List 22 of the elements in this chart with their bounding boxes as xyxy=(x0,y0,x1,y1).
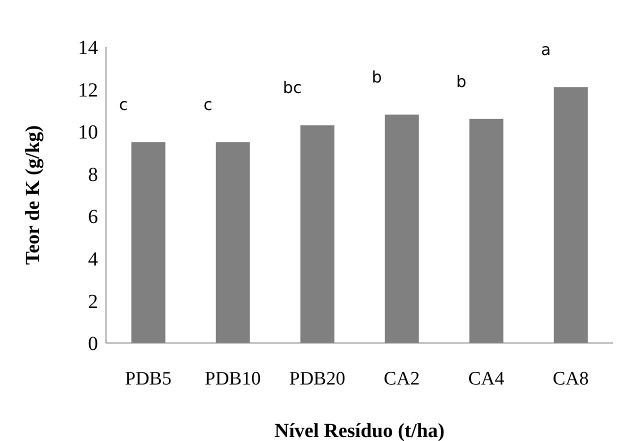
y-axis-title: Teor de K (g/kg) xyxy=(22,125,44,265)
annotation: c xyxy=(118,95,128,114)
annotation: bc xyxy=(282,78,302,98)
x-tick-label: PDB20 xyxy=(289,368,346,390)
y-tick-label: 12 xyxy=(78,79,98,102)
x-tick-label: CA4 xyxy=(468,368,505,390)
x-tick-label: CA8 xyxy=(552,368,589,390)
x-axis-title: Nível Resíduo (t/ha) xyxy=(274,420,444,441)
y-tick-label: 10 xyxy=(78,122,98,144)
annotation: b xyxy=(372,68,382,87)
y-tick-label: 14 xyxy=(78,37,98,60)
x-tick-label: CA2 xyxy=(384,368,420,390)
y-tick-label: 4 xyxy=(88,248,98,271)
y-tick-label: 8 xyxy=(88,164,98,186)
annotation: b xyxy=(456,72,466,91)
y-tick-label: 0 xyxy=(88,333,98,356)
annotation: c xyxy=(203,95,212,114)
x-tick-label: PDB10 xyxy=(204,368,261,390)
annotation: a xyxy=(540,40,551,60)
y-tick-label: 2 xyxy=(88,290,98,313)
y-tick-label: 6 xyxy=(88,206,98,228)
x-tick-label: PDB5 xyxy=(125,368,172,390)
